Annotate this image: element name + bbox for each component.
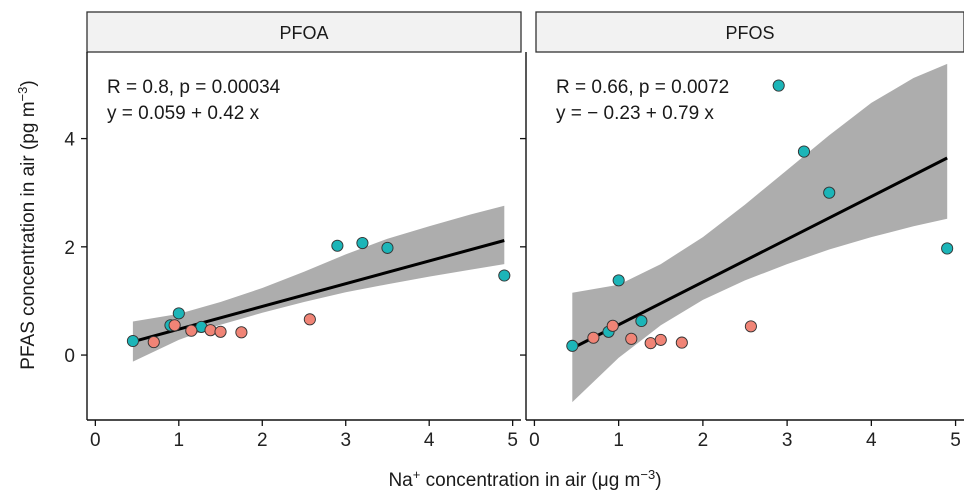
- axis-layer: 0 1 2 3 4 5 0 2 4: [64, 52, 521, 451]
- facet-strip-pfoa: PFOA: [86, 11, 522, 53]
- strip-box-pfoa: [86, 11, 522, 53]
- data-point: [587, 331, 600, 344]
- y-axis-title-superscript: −3: [15, 87, 30, 102]
- axis-layer: 0 1 2 3 4 5: [520, 52, 964, 451]
- data-point: [204, 324, 217, 337]
- x-tick-label: 2: [257, 430, 268, 451]
- x-tick-label: 4: [866, 430, 877, 451]
- fit-line-layer: [571, 156, 948, 350]
- data-point: [235, 326, 248, 339]
- confidence-band: [572, 63, 948, 403]
- equation-annotation-pfos: y = − 0.23 + 0.79 x: [556, 103, 714, 124]
- x-tick-label: 2: [698, 430, 709, 451]
- data-point: [168, 319, 181, 332]
- x-axis-title: Na+ concentration in air (μg m−3): [388, 467, 661, 491]
- x-axis-title-prefix: Na: [388, 470, 413, 491]
- data-point: [941, 242, 954, 255]
- x-tick-label: 5: [950, 430, 961, 451]
- x-tick-label: 1: [613, 430, 624, 451]
- x-tick-label: 4: [424, 430, 435, 451]
- strip-box-pfos: [535, 11, 964, 53]
- data-point: [612, 274, 625, 287]
- data-point: [772, 79, 785, 92]
- data-point: [331, 239, 344, 252]
- confidence-band-layer: [572, 63, 948, 403]
- data-point: [147, 336, 160, 349]
- data-point: [744, 320, 757, 333]
- stats-annotation-pfos: R = 0.66, p = 0.0072: [556, 77, 729, 98]
- x-tick-label: 3: [782, 430, 793, 451]
- data-point: [797, 145, 811, 158]
- y-tick-label: 2: [64, 238, 75, 259]
- x-tick-label: 0: [529, 430, 540, 451]
- y-tick-label: 4: [64, 130, 75, 151]
- panel-pfoa: 0 1 2 3 4 5 0 2 4 R = 0.8, p = 0.00034 y = 0.059…: [64, 52, 521, 451]
- strip-label-pfos: PFOS: [725, 23, 774, 43]
- regression-line: [132, 239, 505, 344]
- data-point: [644, 337, 657, 350]
- data-point: [185, 324, 198, 337]
- data-point: [498, 269, 511, 282]
- facet-strip-pfos: PFOS: [535, 11, 964, 53]
- data-point: [126, 334, 139, 348]
- x-tick-label: 0: [90, 430, 101, 451]
- panel-pfos: 0 1 2 3 4 5 R = 0.66, p = 0.0072 y = − 0.23 +…: [520, 52, 964, 451]
- x-axis-title-main: concentration in air (μg m: [420, 470, 640, 491]
- x-axis-title-end: ): [655, 470, 661, 491]
- strip-label-pfoa: PFOA: [279, 23, 328, 43]
- data-point: [214, 325, 227, 338]
- confidence-band-layer: [132, 205, 505, 362]
- x-tick-label: 1: [174, 430, 185, 451]
- data-point: [606, 319, 619, 332]
- data-point: [675, 336, 688, 349]
- x-axis-title-sup2: −3: [640, 467, 655, 482]
- data-point: [381, 241, 394, 254]
- data-point: [625, 332, 638, 345]
- fit-line-layer: [132, 239, 505, 344]
- stats-annotation-pfoa: R = 0.8, p = 0.00034: [107, 77, 281, 98]
- data-point: [356, 236, 369, 250]
- y-tick-label: 0: [64, 346, 75, 367]
- x-tick-label: 5: [507, 430, 518, 451]
- x-axis-title-sup1: +: [413, 467, 421, 482]
- data-point: [823, 186, 836, 199]
- data-point: [635, 314, 648, 328]
- equation-annotation-pfoa: y = 0.059 + 0.42 x: [107, 103, 260, 124]
- data-point: [654, 333, 667, 346]
- confidence-band: [132, 205, 505, 362]
- data-point: [566, 339, 579, 352]
- data-point: [303, 313, 316, 326]
- y-axis-title-main: PFAS concentration in air (pg m: [18, 101, 39, 369]
- y-axis-title-end: ): [18, 80, 39, 86]
- data-point: [172, 307, 185, 320]
- y-axis-title: PFAS concentration in air (pg m−3): [15, 80, 39, 369]
- regression-line: [571, 156, 948, 350]
- points-layer: [126, 236, 511, 349]
- points-layer: [566, 79, 954, 352]
- x-tick-label: 3: [340, 430, 351, 451]
